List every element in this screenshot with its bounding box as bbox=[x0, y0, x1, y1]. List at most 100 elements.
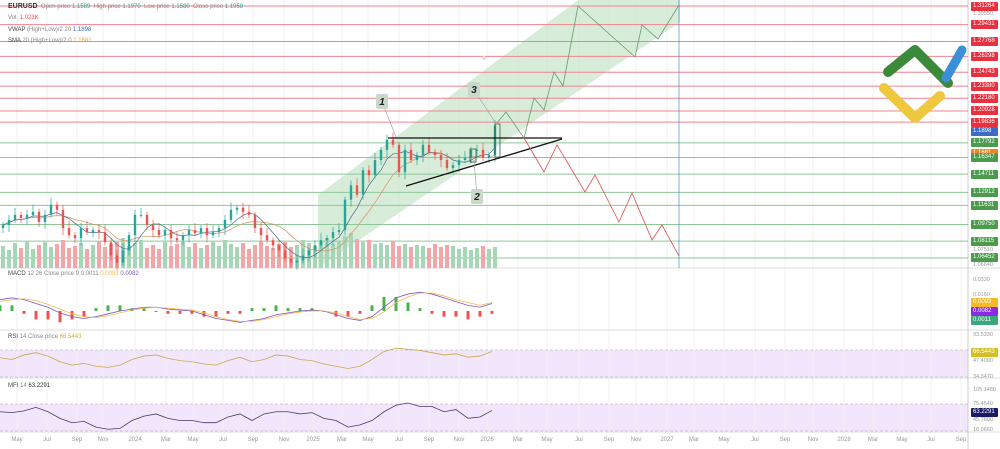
macd-histogram-bar bbox=[478, 311, 482, 317]
volume-bar bbox=[247, 249, 251, 268]
rsi-legend[interactable]: RSI 14 Close price 66.5443 bbox=[8, 334, 81, 340]
resistance-price-label: 1.27768 bbox=[971, 37, 998, 46]
resistance-price-label: 1.19836 bbox=[971, 117, 998, 127]
volume-bar bbox=[205, 245, 209, 268]
candle-body bbox=[31, 211, 35, 215]
volume-bar bbox=[409, 247, 413, 268]
macd-histogram-bar bbox=[142, 308, 146, 311]
time-tick: 2028 bbox=[837, 437, 851, 443]
time-tick: 2024 bbox=[128, 437, 142, 443]
vwap-value: 1.1898 bbox=[72, 27, 92, 33]
price-tick: 1.06640 bbox=[973, 261, 993, 268]
macd-histogram-bar bbox=[202, 311, 206, 317]
candle-body bbox=[133, 214, 137, 236]
macd-histogram-bar bbox=[154, 311, 158, 312]
macd-histogram-bar bbox=[166, 311, 170, 314]
volume-bar bbox=[451, 246, 455, 268]
candle-body bbox=[79, 228, 83, 239]
volume-bar bbox=[331, 244, 335, 268]
candle-body bbox=[325, 238, 329, 241]
macd-histogram-bar bbox=[298, 308, 302, 311]
vwap-legend[interactable]: VWAP (High+Low)/2 20 1.1898 bbox=[8, 27, 91, 33]
time-tick: May bbox=[896, 437, 908, 443]
candle-body bbox=[457, 160, 461, 166]
volume-bar bbox=[187, 247, 191, 268]
macd-line-label: 0.0082 bbox=[971, 306, 998, 316]
macd-line bbox=[0, 291, 493, 323]
wave-label-1: 1 bbox=[379, 97, 385, 108]
candle-body bbox=[283, 250, 287, 259]
macd-histogram-bar bbox=[46, 311, 50, 320]
candle-body bbox=[313, 245, 317, 251]
wave-callout-box bbox=[471, 189, 483, 204]
time-tick: 2027 bbox=[660, 437, 674, 443]
candle-body bbox=[271, 240, 275, 246]
sma-legend[interactable]: SMA 20 (High+Low)/2 0 1.1681 bbox=[8, 38, 92, 44]
volume-bar bbox=[427, 248, 431, 268]
support-price-label: 1.06452 bbox=[971, 253, 998, 263]
candle-body bbox=[49, 204, 53, 215]
resistance-price-label: 1.23380 bbox=[971, 81, 998, 91]
candle-body bbox=[397, 144, 401, 173]
volume-bar bbox=[481, 246, 485, 268]
time-tick: May bbox=[362, 437, 374, 443]
time-tick: 2026 bbox=[480, 437, 494, 443]
candle-body bbox=[109, 242, 113, 256]
volume-bar bbox=[319, 242, 323, 268]
macd-histogram-bar bbox=[358, 311, 362, 314]
candle-body bbox=[295, 260, 299, 263]
volume-bar bbox=[61, 240, 65, 268]
rsi-params: 14 Close price bbox=[19, 334, 59, 340]
macd-histogram-bar bbox=[394, 296, 398, 311]
candle-body bbox=[307, 250, 311, 256]
mfi-params: 14 bbox=[20, 383, 27, 389]
candle-body bbox=[277, 245, 281, 251]
time-tick: Sep bbox=[955, 437, 967, 443]
macd-histogram-bar bbox=[346, 311, 350, 317]
candle-body bbox=[103, 232, 107, 243]
candle-body bbox=[139, 214, 143, 216]
volume-bar bbox=[139, 240, 143, 268]
vol-label: Vol. bbox=[8, 15, 19, 21]
volume-bar bbox=[145, 248, 149, 268]
macd-histogram-bar bbox=[370, 305, 374, 311]
close-label: Close price bbox=[193, 4, 224, 10]
candle-body bbox=[229, 209, 233, 220]
volume-bar bbox=[127, 246, 131, 268]
time-tick: Mar bbox=[688, 437, 700, 443]
open-value: 1.1589 bbox=[71, 4, 91, 10]
candle-body bbox=[343, 199, 347, 231]
macd-legend[interactable]: MACD 12 26 Close price 9 0.0011 0.0093 0… bbox=[8, 271, 139, 277]
rsi-value: 66.5443 bbox=[59, 334, 82, 340]
time-tick: May bbox=[187, 437, 199, 443]
macd-signal-line bbox=[0, 292, 493, 322]
volume-bar bbox=[337, 241, 341, 268]
candle-body bbox=[265, 235, 269, 241]
candle-body bbox=[91, 230, 95, 233]
mfi-label: MFI bbox=[8, 383, 19, 389]
wave-callout-box bbox=[468, 82, 480, 97]
volume-bar bbox=[163, 242, 167, 268]
macd-histogram-bar bbox=[22, 311, 26, 314]
mfi-value-label: 63.2291 bbox=[971, 407, 998, 417]
volume-bar bbox=[79, 243, 83, 268]
volume-bar bbox=[133, 243, 137, 268]
volume-bar bbox=[421, 246, 425, 268]
vwap-price-label: 1.1898 bbox=[971, 126, 998, 136]
candle-body bbox=[193, 230, 197, 234]
volume-bar bbox=[13, 243, 17, 268]
macd-histogram-bar bbox=[130, 308, 134, 311]
volume-bar bbox=[85, 249, 89, 268]
candle-body bbox=[187, 230, 191, 236]
volume-bar bbox=[37, 245, 41, 268]
support-price-label: 1.17792 bbox=[971, 138, 998, 148]
volume-bar bbox=[235, 247, 239, 268]
logo-green-chevron bbox=[883, 45, 953, 88]
macd-histogram-bar bbox=[178, 311, 182, 314]
mfi-legend[interactable]: MFI 14 63.2291 bbox=[8, 383, 50, 389]
low-label: Low price bbox=[144, 4, 170, 10]
candle-body bbox=[115, 255, 119, 263]
rsi-value-label: 66.5443 bbox=[971, 347, 998, 357]
candle-body bbox=[319, 240, 323, 246]
